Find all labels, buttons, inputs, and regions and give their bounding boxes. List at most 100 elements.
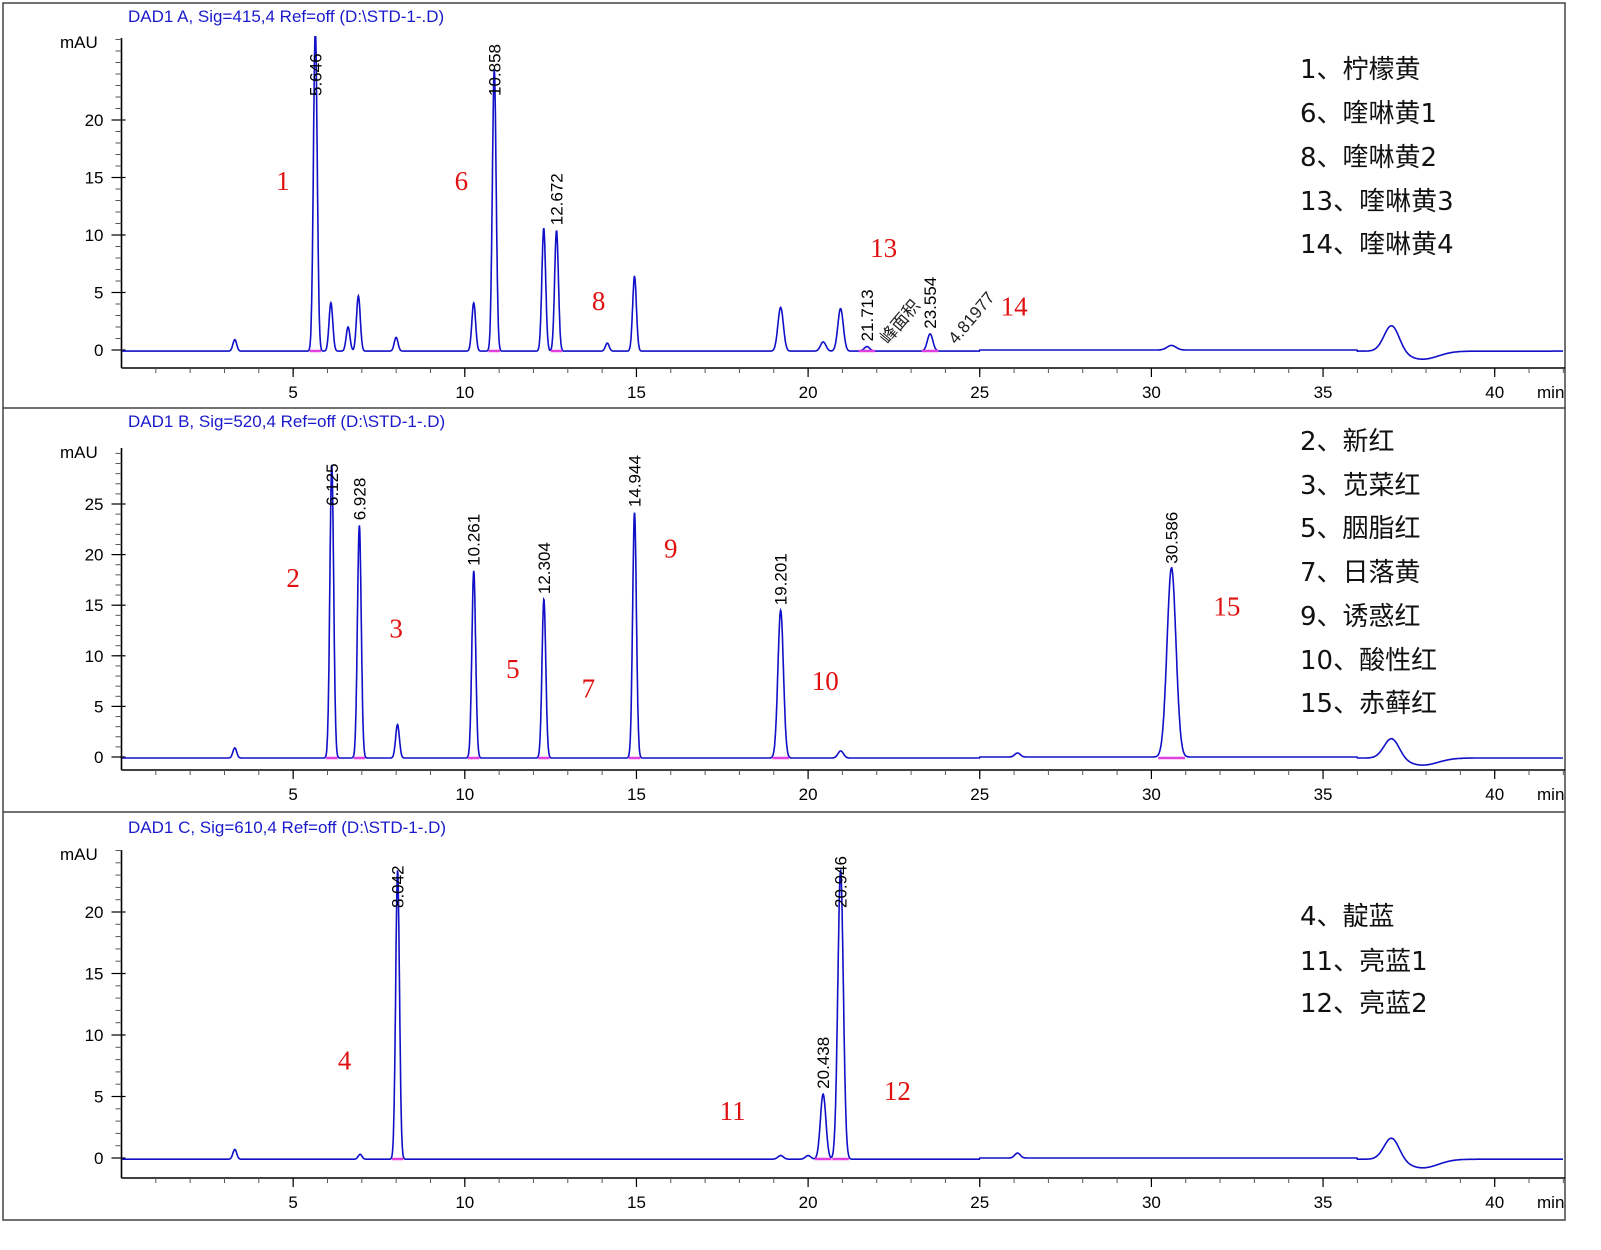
x-tick-label: 20 [799,785,818,804]
figure-frame [2,2,1566,1221]
panel-title: DAD1 C, Sig=610,4 Ref=off (D:\STD-1-.D) [128,818,446,837]
legend-entry: 8、喹啉黄2 [1300,143,1437,173]
y-axis-label: mAU [60,845,98,864]
legend-entry: 15、赤藓红 [1300,689,1437,719]
peak-retention-label: 19.201 [772,553,791,605]
y-tick-label: 25 [85,495,104,514]
x-tick-label: 35 [1314,785,1333,804]
chart-panel-3: DAD1 C, Sig=610,4 Ref=off (D:\STD-1-.D) m… [60,818,1565,1212]
y-tick-label: 0 [94,341,103,360]
peak-area-annotation: 峰面积 [877,296,924,347]
y-tick-label: 0 [94,748,103,767]
x-tick-label: 10 [455,785,474,804]
signal-trace [122,36,1563,360]
y-tick-label: 5 [94,1088,103,1107]
x-tick-label: 25 [970,785,989,804]
x-tick-label: 30 [1142,383,1161,402]
x-tick-label: 20 [799,1193,818,1212]
legend-entry: 7、日落黄 [1300,558,1421,588]
x-tick-label: 20 [799,383,818,402]
compound-number-label: 4 [338,1045,352,1075]
x-axis-label: min [1537,1193,1564,1212]
x-tick-label: 35 [1314,1193,1333,1212]
x-tick-label: 10 [455,1193,474,1212]
x-tick-label: 15 [627,383,646,402]
y-tick-label: 15 [85,169,104,188]
legend-entry: 11、亮蓝1 [1300,947,1428,977]
legend-entry: 12、亮蓝2 [1300,989,1428,1019]
legend-entry: 10、酸性红 [1300,646,1437,676]
compound-number-label: 6 [455,166,469,196]
peak-retention-label: 8.042 [389,865,408,908]
signal-trace [122,868,1563,1169]
x-axis-label: min [1537,785,1564,804]
x-tick-label: 40 [1485,1193,1504,1212]
compound-number-label: 7 [582,673,596,703]
y-tick-label: 0 [94,1149,103,1168]
y-tick-label: 15 [85,596,104,615]
legend-entry: 5、胭脂红 [1300,514,1421,544]
peak-retention-label: 30.586 [1163,512,1182,564]
compound-number-label: 5 [506,654,520,684]
compound-number-label: 8 [592,286,606,316]
compound-number-label: 1 [276,166,290,196]
legend-entry: 2、新红 [1300,427,1395,457]
panel-title: DAD1 B, Sig=520,4 Ref=off (D:\STD-1-.D) [128,412,445,431]
peak-retention-label: 6.125 [323,463,342,506]
peak-retention-label: 10.858 [485,44,504,96]
y-tick-label: 20 [85,903,104,922]
legend-entry: 13、喹啉黄3 [1300,187,1454,217]
panel-title: DAD1 A, Sig=415,4 Ref=off (D:\STD-1-.D) [128,7,444,26]
peak-retention-label: 14.944 [626,455,645,507]
x-tick-label: 5 [288,785,297,804]
peak-retention-label: 20.946 [832,856,851,908]
x-tick-label: 25 [970,1193,989,1212]
peak-retention-label: 12.304 [535,542,554,594]
compound-number-label: 2 [286,563,300,593]
x-tick-label: 5 [288,383,297,402]
legend-entry: 9、诱惑红 [1300,602,1421,632]
x-tick-label: 30 [1142,1193,1161,1212]
peak-retention-label: 20.438 [814,1037,833,1089]
legend-entry: 1、柠檬黄 [1300,55,1421,85]
chart-panel-2: DAD1 B, Sig=520,4 Ref=off (D:\STD-1-.D) m… [60,412,1565,804]
compound-number-label: 9 [664,534,678,564]
x-tick-label: 40 [1485,383,1504,402]
y-tick-label: 20 [85,111,104,130]
x-tick-label: 10 [455,383,474,402]
compound-number-label: 10 [812,666,839,696]
x-tick-label: 25 [970,383,989,402]
legend-entry: 14、喹啉黄4 [1300,230,1454,260]
peak-retention-label: 23.554 [921,277,940,329]
compound-number-label: 3 [389,614,403,644]
legend-entry: 4、靛蓝 [1300,902,1395,932]
legend-entry: 3、苋菜红 [1300,471,1421,501]
x-tick-label: 5 [288,1193,297,1212]
peak-retention-label: 5.646 [306,53,325,96]
y-tick-label: 10 [85,647,104,666]
peak-retention-label: 10.261 [465,514,484,566]
x-tick-label: 40 [1485,785,1504,804]
compound-number-label: 15 [1213,591,1240,621]
compound-number-label: 12 [884,1076,911,1106]
compound-number-label: 13 [870,233,897,263]
x-tick-label: 15 [627,785,646,804]
peak-area-annotation: 4.81977 [945,288,999,347]
x-tick-label: 35 [1314,383,1333,402]
y-axis-label: mAU [60,443,98,462]
y-tick-label: 5 [94,697,103,716]
peak-retention-label: 21.713 [858,289,877,341]
compound-number-label: 14 [1001,292,1029,322]
y-tick-label: 10 [85,226,104,245]
peak-retention-label: 12.672 [548,173,567,225]
y-tick-label: 5 [94,284,103,303]
x-tick-label: 30 [1142,785,1161,804]
chart-panel-1: DAD1 A, Sig=415,4 Ref=off (D:\STD-1-.D) m… [60,7,1565,402]
y-axis-label: mAU [60,33,98,52]
compound-number-label: 11 [720,1096,746,1126]
y-tick-label: 20 [85,546,104,565]
x-tick-label: 15 [627,1193,646,1212]
x-axis-label: min [1537,383,1564,402]
legend-entry: 6、喹啉黄1 [1300,99,1437,129]
